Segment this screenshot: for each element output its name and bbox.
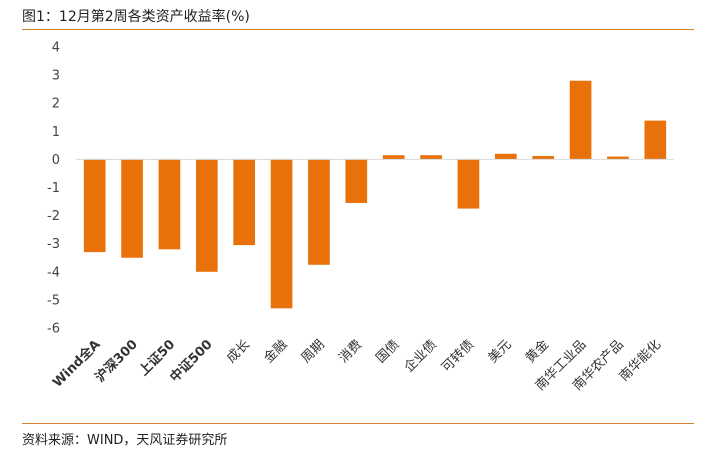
x-category-label: 消费 [336, 337, 365, 366]
y-tick-label: 2 [52, 97, 60, 112]
y-tick-label: -2 [47, 209, 60, 224]
x-category-label: 金融 [261, 337, 291, 367]
bottom-rule [22, 423, 694, 424]
x-category-label: 美元 [486, 337, 515, 366]
x-category-label: 成长 [224, 337, 253, 366]
bar [158, 159, 181, 250]
x-category-label: 国债 [374, 337, 403, 366]
bar [644, 120, 667, 160]
bar [569, 80, 592, 160]
figure-source: 资料来源：WIND，天风证券研究所 [22, 433, 228, 448]
bar [420, 155, 442, 160]
x-category-label: 南华能化 [616, 337, 664, 385]
y-tick-label: 1 [52, 125, 60, 140]
y-tick-label: -3 [47, 237, 60, 252]
x-category-label: Wind全A [49, 337, 103, 391]
top-rule [22, 29, 694, 30]
y-tick-label: 0 [52, 153, 60, 168]
bar [195, 159, 218, 272]
bar [308, 159, 330, 265]
bar [83, 159, 106, 253]
bar [270, 159, 293, 309]
bar [607, 156, 629, 160]
y-axis: 4 3 2 1 0 -1 -2 -3 -4 -5 -6 [47, 41, 60, 337]
y-tick-label: -4 [47, 265, 60, 280]
bar [382, 155, 405, 160]
y-tick-label: 3 [52, 69, 60, 84]
x-category-label: 企业债 [401, 337, 440, 376]
y-tick-label: 4 [52, 41, 60, 56]
bar [345, 159, 368, 203]
bar [457, 159, 480, 209]
y-tick-label: -5 [47, 293, 60, 308]
x-category-label: 周期 [299, 337, 328, 366]
y-tick-label: -6 [47, 322, 60, 337]
bar [121, 159, 143, 258]
bars [83, 80, 667, 309]
bar [494, 153, 517, 160]
bar [233, 159, 256, 246]
x-category-label: 可转债 [439, 337, 477, 375]
figure-title: 图1：12月第2周各类资产收益率(%) [22, 9, 250, 25]
y-tick-label: -1 [47, 181, 60, 196]
bar [532, 156, 555, 160]
x-category-label: 黄金 [522, 337, 552, 367]
